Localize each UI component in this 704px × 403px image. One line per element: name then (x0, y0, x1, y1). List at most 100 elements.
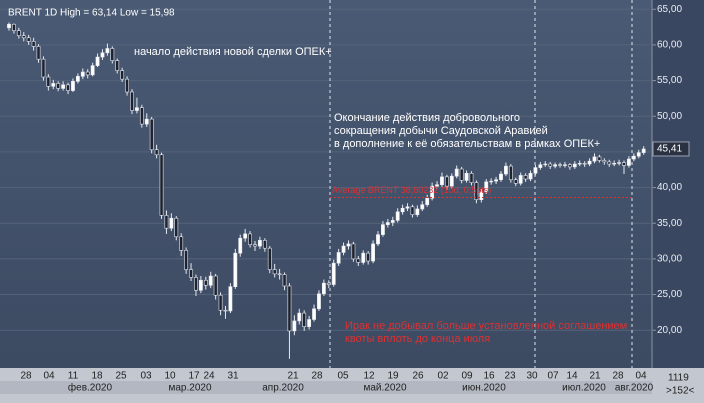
x-tick-label: 21 (287, 371, 299, 382)
candle-body (489, 180, 494, 183)
candle-body (567, 164, 572, 168)
candle-body (469, 173, 474, 183)
candle-body (312, 308, 316, 320)
y-tick-label: 30,00 (657, 254, 682, 265)
candle-body (464, 173, 469, 181)
candle-body (130, 91, 134, 111)
candle-body (26, 37, 31, 42)
annotation: сокращения добычи Саудовской Аравией (334, 125, 548, 137)
candle-body (361, 252, 366, 263)
month-label: май.2020 (363, 383, 406, 394)
candle-body (356, 258, 361, 263)
candle-body (297, 312, 302, 322)
candle-body (95, 56, 100, 66)
x-tick-label: 10 (164, 371, 176, 382)
month-label: мар.2020 (168, 383, 211, 394)
candle-body (346, 243, 351, 247)
average-label: Average BRENT 38,60232 (10d, 0.5pts) (332, 185, 491, 195)
annotation: Ирак не добывал больше установленной сог… (345, 320, 627, 332)
x-tick-label: 02 (437, 371, 449, 382)
candle-body (592, 156, 597, 162)
month-label: авг.2020 (615, 383, 654, 394)
candle-body (213, 275, 218, 296)
y-tick-label: 65,00 (657, 4, 682, 15)
candle-body (179, 236, 184, 251)
candle-body (41, 58, 46, 78)
candle-body (208, 275, 213, 286)
candle-body (277, 273, 282, 275)
candle-body (474, 182, 479, 200)
candle-body (233, 252, 238, 287)
candle-body (135, 107, 139, 111)
candle-body (420, 204, 425, 210)
candle-body (144, 118, 149, 125)
candle-body (371, 243, 375, 262)
footer-nav[interactable]: >152< (666, 386, 695, 397)
candle-body (282, 274, 287, 287)
candle-body (341, 245, 346, 253)
candle-body (444, 176, 449, 187)
month-label: фев.2020 (68, 382, 113, 394)
candle-body (533, 167, 538, 174)
candle-body (307, 319, 312, 327)
candle-body (435, 184, 439, 187)
candle-body (326, 282, 331, 285)
y-tick-label: 20,00 (657, 325, 682, 336)
candle-body (71, 81, 75, 91)
x-tick-label: 28 (311, 371, 323, 382)
x-tick-label: 19 (387, 371, 399, 382)
y-tick-label: 35,00 (657, 218, 682, 229)
candle-body (602, 160, 607, 163)
last-price-label: 45,41 (657, 144, 682, 155)
x-tick-label: 11 (68, 371, 79, 382)
candle-body (7, 23, 11, 29)
candle-body (617, 162, 621, 164)
candle-body (36, 46, 41, 60)
candle-body (31, 41, 36, 47)
candle-body (223, 309, 228, 312)
x-tick-label: 26 (412, 371, 424, 382)
candle-body (331, 262, 336, 285)
candle-body (154, 149, 159, 156)
candle-body (582, 163, 587, 165)
x-tick-label: 03 (140, 371, 152, 382)
x-tick-label: 12 (363, 371, 375, 382)
candle-body (430, 185, 435, 199)
candle-body (636, 152, 641, 157)
candle-body (243, 233, 248, 239)
candle-body (400, 207, 405, 213)
candle-body (61, 84, 66, 89)
x-tick-label: 14 (566, 371, 578, 382)
x-tick-label: 30 (526, 371, 538, 382)
x-tick-label: 17 (188, 371, 200, 382)
candle-body (21, 35, 26, 39)
candle-body (90, 65, 95, 76)
candle-body (12, 23, 16, 31)
candle-body (198, 279, 203, 291)
candle-body (415, 208, 420, 215)
y-tick-label: 40,00 (657, 182, 682, 193)
x-tick-label: 21 (589, 371, 601, 382)
y-tick-label: 25,00 (657, 289, 682, 300)
x-tick-label: 04 (43, 371, 55, 382)
candle-body (553, 164, 558, 167)
candle-body (66, 84, 70, 91)
candle-body (385, 222, 390, 225)
x-tick-label: 04 (635, 371, 647, 382)
x-tick-label: 23 (504, 371, 516, 382)
candle-body (46, 76, 51, 87)
candle-body (508, 165, 513, 181)
y-axis-panel (652, 0, 704, 368)
candle-body (258, 240, 262, 247)
candle-body (376, 234, 380, 245)
candle-body (189, 269, 193, 278)
candle-body (504, 165, 508, 175)
candle-body (100, 52, 105, 58)
candle-body (110, 48, 115, 61)
candle-body (631, 155, 636, 160)
candle-body (479, 191, 484, 200)
candle-body (494, 179, 498, 182)
month-label: июл.2020 (562, 383, 606, 394)
x-tick-label: 31 (227, 371, 239, 382)
candle-body (80, 71, 85, 77)
